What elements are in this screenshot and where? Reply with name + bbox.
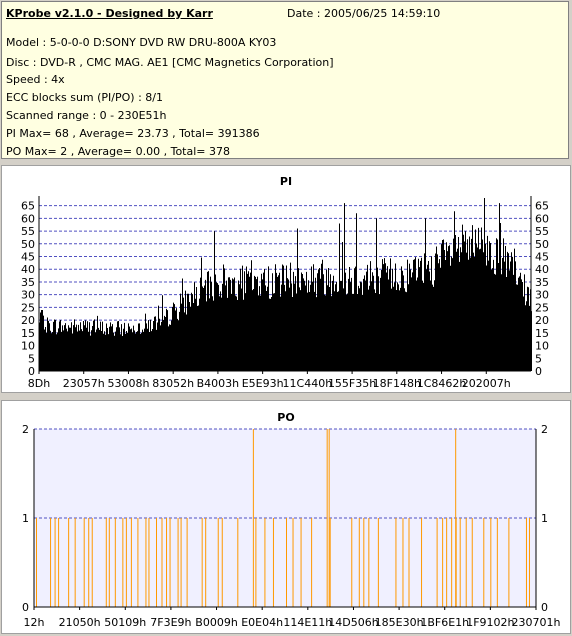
po-xtick-label: E0E04h [241, 616, 283, 629]
pi-ytick-left: 50 [21, 238, 35, 251]
pi-stats: PI Max= 68 , Average= 23.73 , Total= 391… [6, 127, 260, 140]
po-ytick-right: 0 [541, 601, 548, 614]
po-xtick-label: 14D506h [328, 616, 378, 629]
pi-ytick-left: 65 [21, 200, 35, 213]
pi-ytick-right: 5 [535, 352, 542, 365]
po-ytick-left: 2 [22, 423, 29, 436]
pi-ytick-right: 0 [535, 365, 542, 378]
pi-ytick-left: 15 [21, 327, 35, 340]
pi-xtick-label: 1C8462h [417, 377, 467, 390]
pi-ytick-right: 35 [535, 276, 549, 289]
pi-xtick-label: 202007h [462, 377, 511, 390]
pi-ytick-left: 60 [21, 212, 35, 225]
info-panel: KProbe v2.1.0 - Designed by Karr Date : … [1, 1, 569, 159]
pi-xtick-label: 23057h [63, 377, 105, 390]
po-xtick-label: B0009h [195, 616, 238, 629]
app-title: KProbe v2.1.0 - Designed by Karr [6, 7, 213, 20]
po-xtick-label: 114E11h [283, 616, 332, 629]
po-ytick-right: 1 [541, 512, 548, 525]
po-stats: PO Max= 2 , Average= 0.00 , Total= 378 [6, 145, 230, 158]
po-xtick-label: 50109h [104, 616, 146, 629]
po-xtick-label: 1F9102h [466, 616, 514, 629]
po-chart-title: PO [277, 411, 294, 424]
pi-ytick-right: 20 [535, 314, 549, 327]
pi-ytick-left: 20 [21, 314, 35, 327]
pi-xtick-label: 83052h [152, 377, 194, 390]
pi-ytick-right: 15 [535, 327, 549, 340]
pi-ytick-right: 25 [535, 301, 549, 314]
pi-ytick-left: 35 [21, 276, 35, 289]
speed-info: Speed : 4x [6, 73, 65, 86]
scan-date: Date : 2005/06/25 14:59:10 [287, 7, 441, 20]
po-xtick-label: 1BF6E1h [420, 616, 469, 629]
pi-xtick-label: 11C440h [283, 377, 333, 390]
po-xtick-label: 230701h [512, 616, 561, 629]
disc-info: Disc : DVD-R , CMC MAG. AE1 [CMC Magneti… [6, 56, 334, 69]
pi-xtick-label: 18F148h [373, 377, 421, 390]
pi-ytick-left: 40 [21, 263, 35, 276]
pi-ytick-right: 30 [535, 289, 549, 302]
pi-ytick-right: 65 [535, 200, 549, 213]
range-info: Scanned range : 0 - 230E51h [6, 109, 167, 122]
pi-chart-panel: PI 0 0 5 5 10 10 15 15 20 20 25 25 30 30 35 35 40 40 45 45 5… [1, 165, 571, 393]
pi-xtick-label: 53008h [107, 377, 149, 390]
po-ytick-right: 2 [541, 423, 548, 436]
ecc-info: ECC blocks sum (PI/PO) : 8/1 [6, 91, 163, 104]
pi-ytick-left: 30 [21, 289, 35, 302]
po-xtick-label: 185E30h [375, 616, 424, 629]
pi-xtick-label: B4003h [197, 377, 240, 390]
drive-model: Model : 5-0-0-0 D:SONY DVD RW DRU-800A K… [6, 36, 277, 49]
pi-ytick-left: 10 [21, 340, 35, 353]
pi-xtick-label: 8Dh [28, 377, 50, 390]
po-ytick-left: 1 [22, 512, 29, 525]
pi-ytick-right: 45 [535, 251, 549, 264]
po-chart-panel: PO 0 0 1 1 2 2 12h 21050h 50109h 7F3E9h B0009h E0E0… [1, 400, 571, 634]
pi-ytick-left: 45 [21, 251, 35, 264]
pi-xtick-label: E5E93h [242, 377, 284, 390]
pi-xtick-label: 155F35h [328, 377, 376, 390]
po-xtick-label: 7F3E9h [150, 616, 191, 629]
pi-ytick-left: 5 [28, 352, 35, 365]
pi-chart-title: PI [280, 175, 292, 188]
pi-ytick-right: 40 [535, 263, 549, 276]
pi-ytick-right: 10 [535, 340, 549, 353]
pi-ytick-right: 60 [535, 212, 549, 225]
pi-ytick-left: 0 [28, 365, 35, 378]
pi-ytick-right: 50 [535, 238, 549, 251]
pi-ytick-left: 55 [21, 225, 35, 238]
po-chart: PO 0 0 1 1 2 2 12h 21050h 50109h 7F3E9h B0009h E0E0… [22, 411, 561, 629]
pi-ytick-left: 25 [21, 301, 35, 314]
po-xtick-label: 21050h [59, 616, 101, 629]
pi-ytick-right: 55 [535, 225, 549, 238]
po-xtick-label: 12h [24, 616, 45, 629]
po-ytick-left: 0 [22, 601, 29, 614]
